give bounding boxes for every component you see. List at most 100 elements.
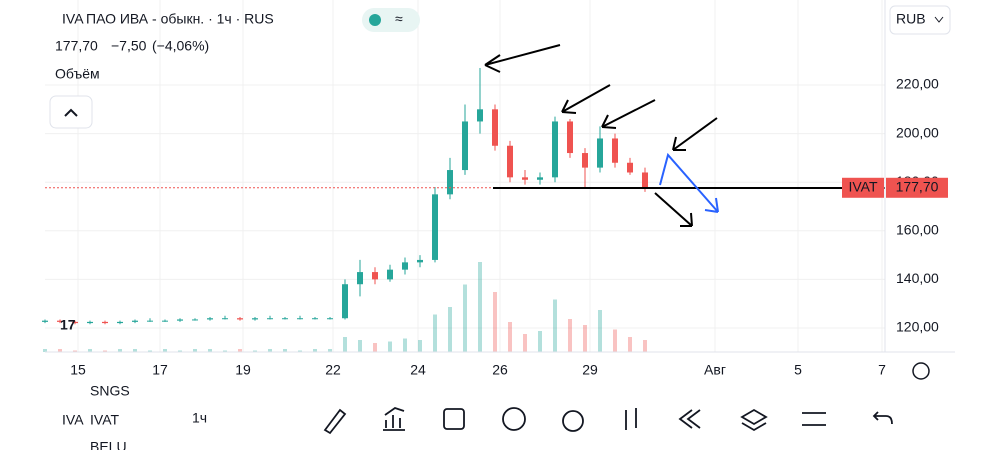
candle-body: [567, 121, 573, 154]
volume-bar: [433, 314, 437, 352]
symbol-title: ПАО ИВА - обыкн. · 1ч · RUS: [86, 11, 274, 27]
undo-icon[interactable]: [872, 411, 893, 425]
candle-body: [582, 153, 588, 168]
volume-bar: [73, 350, 77, 352]
y-tick-label: 220,00: [896, 76, 939, 92]
candle-body: [357, 272, 363, 285]
toolbar-symbol[interactable]: IVAT: [90, 412, 119, 428]
volume-bar: [598, 310, 602, 352]
currency-select[interactable]: [889, 5, 951, 35]
x-tick-label: 19: [235, 362, 251, 378]
toolbar-interval[interactable]: 1ч: [192, 410, 207, 426]
candle-body: [447, 170, 453, 195]
volume-bar: [58, 349, 62, 352]
draw-icon[interactable]: [323, 408, 347, 435]
candle-body: [387, 269, 393, 280]
tv-logo: 17: [60, 317, 76, 333]
candle-body: [297, 318, 303, 320]
volume-bar: [448, 307, 452, 352]
settings-icon[interactable]: [912, 362, 930, 380]
volume-bar: [268, 349, 272, 352]
currency: RUB: [896, 11, 926, 27]
watch-next: BELU: [90, 439, 127, 450]
x-tick-label: 29: [582, 362, 598, 378]
x-tick-label: 17: [152, 362, 168, 378]
candle-body: [627, 162, 633, 173]
symbol-tag-label: IVAT: [848, 178, 877, 194]
replay-icon[interactable]: [678, 409, 701, 429]
candle-body: [477, 109, 483, 122]
candles-icon[interactable]: [625, 408, 637, 430]
volume-bar: [163, 349, 167, 352]
volume-bar: [478, 262, 482, 352]
candle-body: [87, 321, 93, 324]
candle-body: [42, 320, 48, 322]
x-tick-label: 26: [492, 362, 508, 378]
chevron: [934, 16, 944, 23]
candle-body: [312, 318, 318, 320]
status-pill[interactable]: [362, 8, 420, 32]
volume-bar: [553, 299, 557, 352]
volume-bar: [328, 349, 332, 352]
volume-bar: [643, 340, 647, 352]
toolbar-icons: [323, 407, 893, 435]
volume-bar: [628, 337, 632, 352]
settings-icon[interactable]: [802, 412, 826, 426]
candle-body: [402, 262, 408, 270]
collapse-button[interactable]: [49, 95, 93, 129]
logo: IVA: [62, 412, 84, 428]
volume-bar: [208, 349, 212, 352]
candle-body: [102, 321, 108, 324]
x-tick-label: 15: [70, 362, 86, 378]
volume-bar: [508, 322, 512, 352]
volume-bar: [178, 350, 182, 352]
x-tick-label: 24: [410, 362, 426, 378]
volume-bar: [103, 350, 107, 352]
candle-body: [417, 259, 423, 263]
y-tick-label: 200,00: [896, 124, 939, 140]
arrow: [484, 44, 561, 73]
candle-body: [507, 145, 513, 178]
x-tick-label: 5: [794, 362, 802, 378]
volume-bar: [343, 337, 347, 352]
indicators-icon[interactable]: [383, 407, 405, 431]
volume-bar: [523, 334, 527, 352]
candle-body: [207, 318, 213, 320]
volume-bar: [313, 349, 317, 352]
volume-bar: [148, 350, 152, 352]
volume-layer: [43, 262, 647, 352]
volume-bar: [538, 331, 542, 352]
header-change: −7,50: [111, 38, 147, 54]
candle-body: [522, 177, 528, 180]
candle-body: [147, 320, 153, 322]
candle-body: [132, 320, 138, 322]
x-tick-label: Авг: [704, 362, 726, 378]
volume-bar: [88, 349, 92, 352]
candle-body: [282, 318, 288, 320]
volume-bar: [238, 349, 242, 352]
candle-body: [117, 321, 123, 324]
layers-icon[interactable]: [740, 408, 768, 432]
volume-bar: [463, 284, 467, 352]
candle-body: [57, 320, 63, 322]
candle-body: [432, 194, 438, 260]
volume-bar: [493, 292, 497, 352]
volume-bar: [418, 340, 422, 352]
watch-prev: SNGS: [90, 383, 130, 399]
volume-bar: [118, 349, 122, 352]
candle-body: [252, 318, 258, 320]
grid: [45, 0, 885, 352]
add-icon[interactable]: [502, 407, 526, 431]
price-tag-label: 177,70: [896, 178, 939, 194]
alert-icon[interactable]: [562, 410, 584, 432]
arrow: [654, 192, 693, 227]
x-tick-label: 22: [325, 362, 341, 378]
volume-bar: [373, 343, 377, 352]
candle-body: [597, 138, 603, 168]
candle-body: [492, 109, 498, 146]
templates-icon[interactable]: [443, 408, 465, 430]
volume-bar: [133, 349, 137, 352]
volume-bar: [283, 349, 287, 352]
